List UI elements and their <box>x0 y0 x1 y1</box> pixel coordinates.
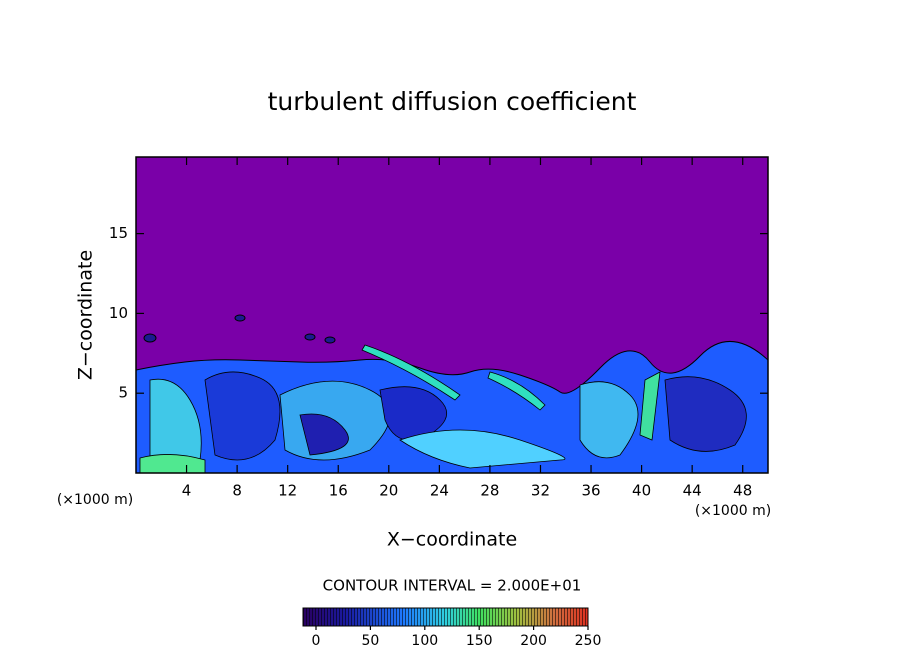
x-tick-label: 24 <box>430 482 449 500</box>
x-tick-label: 20 <box>379 482 398 500</box>
colorbar-tick-label: 150 <box>466 633 493 649</box>
x-tick-label: 8 <box>232 482 242 500</box>
colorbar-tick-label: 0 <box>312 633 321 649</box>
x-axis-label: X−coordinate <box>387 529 517 551</box>
x-tick-label: 12 <box>278 482 297 500</box>
x-tick-label: 40 <box>632 482 651 500</box>
x-tick-label: 48 <box>733 482 752 500</box>
x-unit-label: (×1000 m) <box>695 503 771 519</box>
y-axis-label: Z−coordinate <box>75 250 97 380</box>
colorbar-tick-label: 250 <box>575 633 602 649</box>
colorbar-tick-label: 100 <box>411 633 438 649</box>
plot-frame <box>135 156 769 474</box>
y-tick-label: 5 <box>118 384 128 402</box>
colorbar-tick-label: 50 <box>361 633 379 649</box>
x-tick-label: 16 <box>329 482 348 500</box>
x-unit-label: (×1000 m) <box>57 492 133 508</box>
x-tick-label: 28 <box>480 482 499 500</box>
x-tick-label: 4 <box>182 482 192 500</box>
x-tick-label: 36 <box>581 482 600 500</box>
x-tick-label: 44 <box>683 482 702 500</box>
chart-title: turbulent diffusion coefficient <box>268 87 637 116</box>
contour-field <box>136 157 768 473</box>
colorbar-tick-label: 200 <box>520 633 547 649</box>
colorbar-stripes <box>302 607 589 627</box>
contour-interval: CONTOUR INTERVAL = 2.000E+01 <box>323 577 582 595</box>
y-tick-label: 10 <box>109 304 128 322</box>
x-tick-label: 32 <box>531 482 550 500</box>
y-tick-label: 15 <box>109 224 128 242</box>
